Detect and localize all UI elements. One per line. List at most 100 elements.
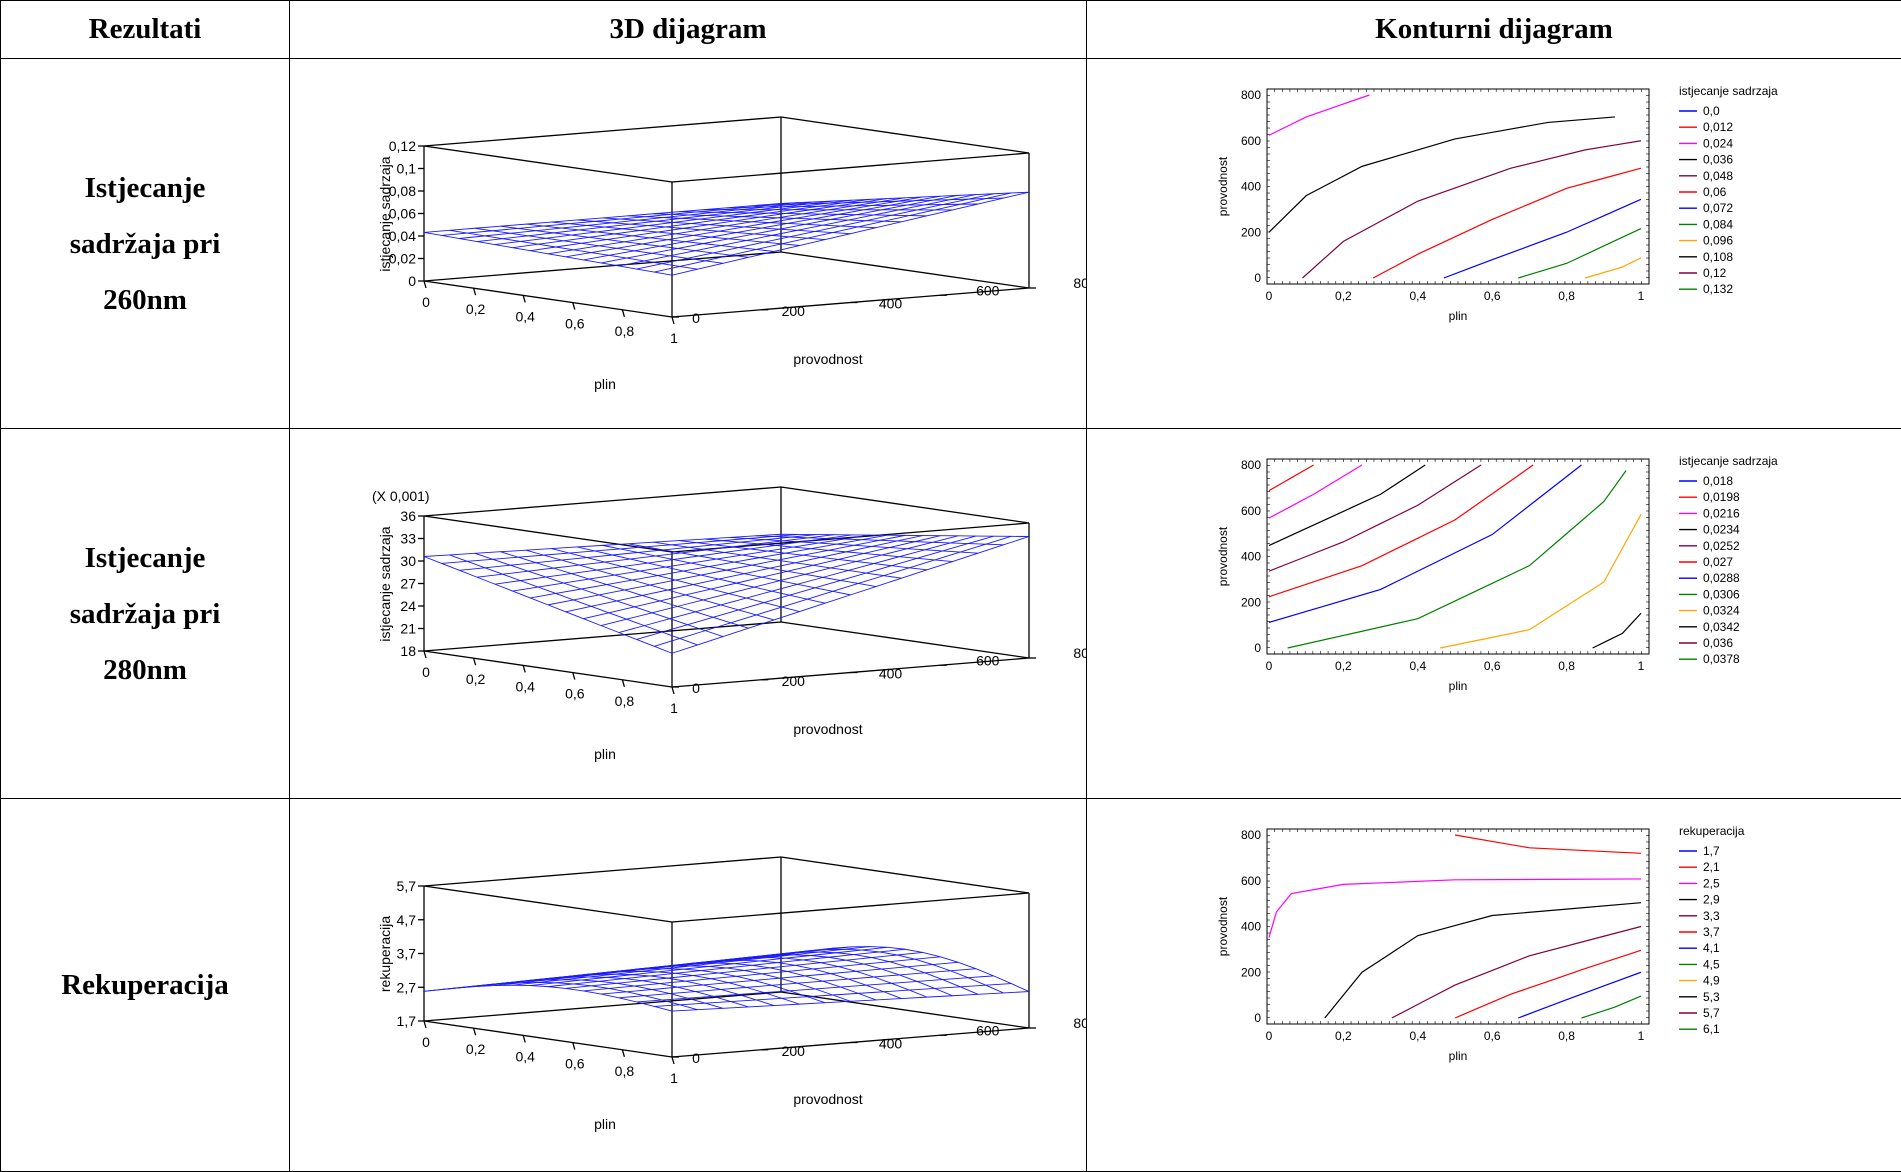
y-tick-label: 0	[692, 1050, 700, 1066]
y-tick-label: 400	[1241, 180, 1261, 194]
surface-mesh-line	[672, 992, 1029, 1012]
header-rezultati: Rezultati	[1, 1, 290, 59]
x-tick	[622, 1050, 624, 1057]
plot-frame	[1267, 829, 1649, 1024]
x-tick	[424, 651, 426, 658]
y-tick-label: 600	[976, 652, 1000, 668]
x-tick-label: 0,8	[1558, 659, 1575, 673]
y-axis-label: provodnost	[793, 351, 862, 367]
contour-line	[1373, 168, 1641, 278]
y-tick-label: 400	[879, 1036, 903, 1052]
y-tick-label: 800	[1241, 828, 1261, 842]
z-tick-label: 24	[400, 598, 416, 614]
legend-label: 0,027	[1703, 555, 1733, 569]
y-tick-label: 400	[1241, 920, 1261, 934]
x-tick-label: 0	[1266, 1029, 1273, 1043]
box-edge	[672, 893, 1029, 922]
header-row: Rezultati 3D dijagram Konturni dijagram	[1, 1, 1901, 59]
contour-line	[1269, 465, 1362, 518]
contour-line	[1325, 903, 1641, 1018]
x-tick-label: 0,2	[466, 671, 486, 687]
legend-label: 0,0324	[1703, 604, 1740, 618]
z-tick-label: 0,12	[389, 138, 416, 154]
legend-label: 0,096	[1703, 234, 1733, 248]
z-multiplier-label: (X 0,001)	[372, 488, 430, 504]
y-tick-label: 600	[1241, 134, 1261, 148]
contour-line	[1288, 470, 1627, 648]
z-axis-label: istjecanje sadrzaja	[377, 156, 393, 271]
y-tick-label: 800	[1241, 458, 1261, 472]
surface-mesh-line	[654, 193, 1011, 272]
row-label-line: sadržaja pri	[1, 586, 289, 642]
legend-label: 0,0234	[1703, 523, 1740, 537]
x-tick-label: 1	[1638, 289, 1645, 303]
x-tick-label: 0	[1266, 659, 1273, 673]
legend-label: 0,0	[1703, 104, 1720, 118]
contour-line	[1518, 972, 1641, 1018]
legend-title: rekuperacija	[1679, 824, 1745, 838]
z-tick-label: 4,7	[397, 912, 417, 928]
z-tick-label: 0,1	[397, 161, 417, 177]
legend-label: 0,0378	[1703, 652, 1740, 666]
box-edge	[781, 857, 1029, 893]
row-label-280nm: Istjecanje sadržaja pri 280nm	[1, 429, 290, 799]
z-tick-label: 21	[400, 621, 416, 637]
legend-label: 2,1	[1703, 860, 1720, 874]
x-tick-label: 1	[670, 700, 678, 716]
x-tick	[672, 317, 674, 324]
contour-line	[1444, 199, 1641, 278]
box-edge	[424, 281, 672, 317]
y-tick-label: 200	[1241, 965, 1261, 979]
legend-label: 0,132	[1703, 282, 1733, 296]
x-tick-label: 0,4	[515, 308, 535, 324]
y-axis-label: provodnost	[1216, 896, 1230, 956]
x-tick-label: 0,4	[515, 1048, 535, 1064]
legend-label: 0,0216	[1703, 506, 1740, 520]
box-edge	[424, 516, 672, 552]
x-tick-label: 0,4	[1409, 659, 1426, 673]
legend-label: 0,0342	[1703, 620, 1740, 634]
box-edge	[424, 1021, 672, 1057]
x-axis-label: plin	[594, 746, 616, 762]
x-tick-label: 0,4	[1409, 289, 1426, 303]
row-label-260nm: Istjecanje sadržaja pri 260nm	[1, 59, 290, 429]
legend-label: 0,012	[1703, 120, 1733, 134]
contour-line	[1269, 95, 1369, 135]
box-edge	[424, 651, 672, 687]
y-axis-label: provodnost	[793, 721, 862, 737]
x-tick-label: 0,2	[1335, 1029, 1352, 1043]
row-label-line: 280nm	[1, 642, 289, 698]
y-axis-label: provodnost	[1216, 156, 1230, 216]
surface-mesh-line	[672, 537, 1029, 654]
y-tick-label: 200	[782, 1043, 806, 1059]
z-tick-label: 5,7	[397, 878, 417, 894]
x-tick	[474, 288, 476, 295]
y-tick-label: 800	[1073, 1015, 1087, 1031]
z-tick-label: 1,7	[397, 1013, 417, 1029]
x-tick-label: 0,2	[466, 301, 486, 317]
legend-title: istjecanje sadrzaja	[1679, 454, 1778, 468]
row-label-line: sadržaja pri	[1, 216, 289, 272]
contour-line	[1269, 465, 1581, 622]
y-tick-label: 400	[879, 666, 903, 682]
x-tick-label: 0,6	[1484, 659, 1501, 673]
x-tick-label: 0,2	[1335, 289, 1352, 303]
legend-label: 5,3	[1703, 990, 1720, 1004]
box-edge	[424, 857, 781, 886]
x-tick	[523, 1035, 525, 1042]
y-tick-label: 200	[1241, 595, 1261, 609]
row-label-line: Rekuperacija	[1, 957, 289, 1013]
y-tick-label: 0	[1254, 1011, 1261, 1025]
contour-line	[1269, 465, 1533, 597]
contour-line	[1455, 835, 1641, 853]
x-tick-label: 0,6	[565, 1056, 585, 1072]
y-tick-label: 200	[1241, 225, 1261, 239]
x-tick-label: 1	[1638, 1029, 1645, 1043]
y-axis-label: provodnost	[1216, 526, 1230, 586]
x-tick-label: 0,6	[565, 316, 585, 332]
